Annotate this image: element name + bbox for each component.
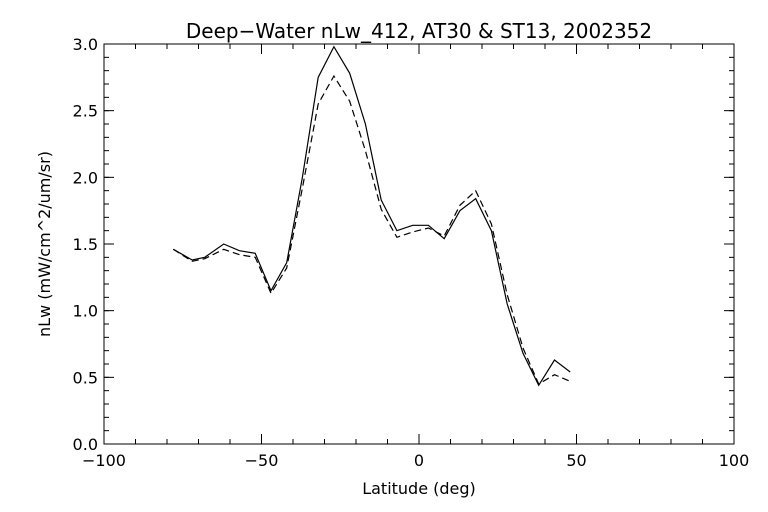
x-tick-label: −50 <box>245 451 279 470</box>
plot-frame <box>103 43 735 445</box>
y-axis-label: nLw (mW/cm^2/um/sr) <box>35 151 54 337</box>
x-tick-label: 50 <box>566 451 586 470</box>
axis-ticks <box>103 43 735 445</box>
series-line-dashed <box>172 74 571 385</box>
y-tick-label: 1.5 <box>73 235 98 254</box>
x-tick-label: 0 <box>414 451 424 470</box>
y-tick-label: 0.5 <box>73 368 98 387</box>
y-tick-label: 1.0 <box>73 302 98 321</box>
x-axis-label: Latitude (deg) <box>362 479 476 498</box>
y-tick-label: 3.0 <box>73 35 98 54</box>
x-tick-label: 100 <box>719 451 750 470</box>
y-tick-label: 0.0 <box>73 435 98 454</box>
series-layer <box>172 45 571 387</box>
series-line-solid <box>173 45 571 387</box>
x-tick-label: −100 <box>82 451 126 470</box>
chart-title: Deep−Water nLw_412, AT30 & ST13, 2002352 <box>186 19 652 43</box>
y-tick-label: 2.0 <box>73 168 98 187</box>
axis-tick-labels: −100 −50 0 50 100 0.0 0.5 1.0 1.5 2.0 2.5 3.0 <box>73 35 750 470</box>
y-tick-label: 2.5 <box>73 102 98 121</box>
